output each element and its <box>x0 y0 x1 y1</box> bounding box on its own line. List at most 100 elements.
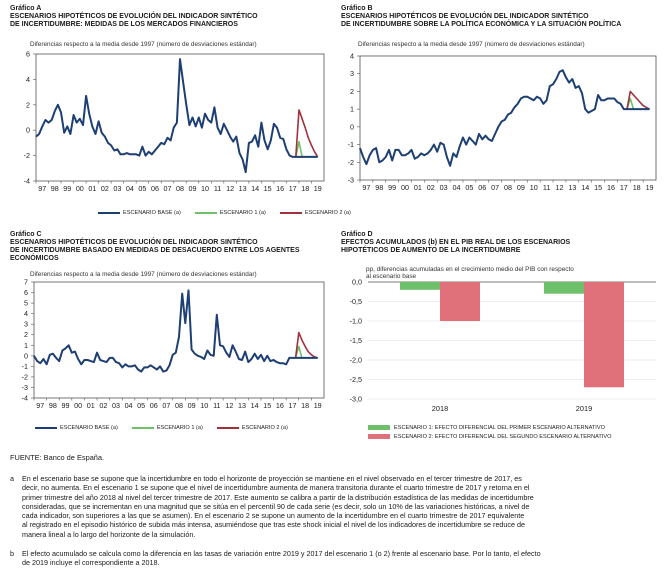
x-tick-label: 16 <box>607 183 615 192</box>
footnote-a-line: al registrado en el episodio histórico d… <box>22 520 526 530</box>
panel-c-label: Gráfico C <box>10 231 42 238</box>
y-tick-label: -2 <box>22 372 28 381</box>
x-tick-label: 13 <box>568 183 576 192</box>
y-tick-label: 0 <box>26 126 30 135</box>
x-tick-label: 08 <box>504 183 512 192</box>
y-tick-label: -3 <box>22 383 28 392</box>
panel-a-title-line2: DE INCERTIDUMBRE: MEDIDAS DE LOS MERCADO… <box>10 21 238 28</box>
x-tick-label: 99 <box>62 401 70 410</box>
y-tick-label: -1 <box>348 140 354 149</box>
footnote-a-text: En el escenario base se supone que la in… <box>22 474 658 539</box>
y-tick-label: -1,5 <box>350 336 362 345</box>
panel-d-subtitle-line2: al escenario base <box>366 273 417 280</box>
legend-d-s1-swatch <box>368 425 390 430</box>
y-tick-label: 4 <box>24 309 28 318</box>
footnote-b-line: El efecto acumulado se calcula como la d… <box>22 549 541 558</box>
y-tick-label: -2,5 <box>350 375 362 384</box>
footnote-a-line: cada indicador, son superiores a las que… <box>22 511 525 521</box>
x-tick-label: 99 <box>63 184 71 193</box>
legend-c-base-swatch <box>35 426 57 430</box>
y-tick-label: -1 <box>22 362 28 371</box>
y-tick-label: 1 <box>350 105 354 114</box>
legend-d: ESCENARIO 1: EFECTO DIFERENCIAL DEL PRIM… <box>368 423 611 441</box>
bar-2018-series2 <box>440 282 480 321</box>
x-tick-label: 14 <box>251 184 259 193</box>
legend-d-s1: ESCENARIO 1: EFECTO DIFERENCIAL DEL PRIM… <box>368 423 611 432</box>
y-tick-label: 2 <box>350 87 354 96</box>
footnote-b-text: El efecto acumulado se calcula como la d… <box>22 549 658 568</box>
series-2-line-b <box>626 90 650 110</box>
y-tick-label: -3,0 <box>350 395 362 404</box>
x-tick-label: 10 <box>201 184 209 193</box>
y-tick-label: 2 <box>26 100 30 109</box>
legend-a-base-swatch <box>98 211 120 215</box>
legend-d-s2: ESCENARIO 2: EFECTO DIFERENCIAL DEL SEGU… <box>368 432 611 441</box>
y-tick-label: -1,0 <box>350 317 362 326</box>
y-tick-label: -3 <box>348 176 354 185</box>
x-tick-label: 19 <box>646 183 654 192</box>
x-tick-label: 16 <box>276 184 284 193</box>
x-tick-label: 97 <box>36 401 44 410</box>
x-tick-label: 12 <box>555 183 563 192</box>
series-2-line-a <box>295 109 319 158</box>
y-tick-label: 3 <box>24 320 28 329</box>
x-tick-label: 07 <box>163 184 171 193</box>
x-tick-label: 03 <box>440 183 448 192</box>
legend-c: ESCENARIO BASE (a) ESCENARIO 1 (a) ESCEN… <box>35 425 302 431</box>
legend-a-s2: ESCENARIO 2 (a) <box>279 210 351 216</box>
legend-a-s2-label: ESCENARIO 2 (a) <box>304 210 351 216</box>
panel-c-title-line2: DE INCERTIDUMBRE BASADO EN MEDIDAS DE DE… <box>10 247 300 254</box>
bar-2018-series1 <box>400 282 440 290</box>
footnote-a-letter: a <box>10 474 14 483</box>
y-tick-label: 6 <box>24 288 28 297</box>
panel-b-title-line2: DE INCERTIDUMBRE SOBRE LA POLÍTICA ECONÓ… <box>341 21 622 28</box>
legend-a-s2-swatch <box>279 212 302 214</box>
legend-c-s1: ESCENARIO 1 (a) <box>131 425 203 431</box>
x-tick-label: 16 <box>276 401 284 410</box>
x-tick-label: 08 <box>176 184 184 193</box>
panel-c-title-line3: ECONÓMICOS <box>10 255 59 262</box>
legend-d-s2-label: ESCENARIO 2: EFECTO DIFERENCIAL DEL SEGU… <box>394 433 612 440</box>
x-tick-label: 12 <box>225 401 233 410</box>
x-tick-label: 01 <box>88 184 96 193</box>
x-tick-label: 00 <box>76 184 84 193</box>
x-tick-label: 11 <box>213 401 220 410</box>
y-tick-label: 4 <box>350 52 354 61</box>
y-tick-label: 4 <box>26 75 30 84</box>
x-tick-label: 17 <box>620 183 628 192</box>
legend-d-s1-label: ESCENARIO 1: EFECTO DIFERENCIAL DEL PRIM… <box>394 424 605 431</box>
x-tick-label: 01 <box>87 401 95 410</box>
panel-a-subtitle: Diferencias respecto a la media desde 19… <box>30 41 257 48</box>
x-tick-label: 04 <box>125 401 133 410</box>
x-tick-label: 00 <box>74 401 82 410</box>
series-base-line-b <box>359 69 650 167</box>
x-tick-label: 04 <box>453 183 461 192</box>
x-tick-label: 14 <box>251 401 259 410</box>
x-tick-label: 06 <box>150 401 158 410</box>
x-tick-label: 10 <box>200 401 208 410</box>
legend-c-s2: ESCENARIO 2 (a) <box>216 425 288 431</box>
legend-a-base-label: ESCENARIO BASE (a) <box>123 210 181 216</box>
x-tick-label: 12 <box>226 184 234 193</box>
x-tick-label: 03 <box>113 184 121 193</box>
series-base-line-a <box>35 58 318 174</box>
x-tick-label: 08 <box>175 401 183 410</box>
x-tick-label: 06 <box>478 183 486 192</box>
x-tick-label: 14 <box>581 183 589 192</box>
panel-a: Gráfico A ESCENARIOS HIPOTÉTICOS DE EVOL… <box>10 5 325 29</box>
y-tick-label: 7 <box>24 278 28 287</box>
x-tick-label: 11 <box>214 184 221 193</box>
panel-b: Gráfico B ESCENARIOS HIPOTÉTICOS DE EVOL… <box>341 5 661 29</box>
x-tick-label: 00 <box>401 183 409 192</box>
panel-b-label: Gráfico B <box>341 5 373 12</box>
x-tick-label: 99 <box>388 183 396 192</box>
x-tick-label: 13 <box>239 184 247 193</box>
legend-c-s2-label: ESCENARIO 2 (a) <box>241 425 288 431</box>
x-tick-label: 09 <box>188 401 196 410</box>
series-2-line-c <box>294 331 318 359</box>
x-tick-label: 04 <box>126 184 134 193</box>
x-tick-label: 07 <box>162 401 170 410</box>
legend-c-s1-label: ESCENARIO 1 (a) <box>156 425 203 431</box>
